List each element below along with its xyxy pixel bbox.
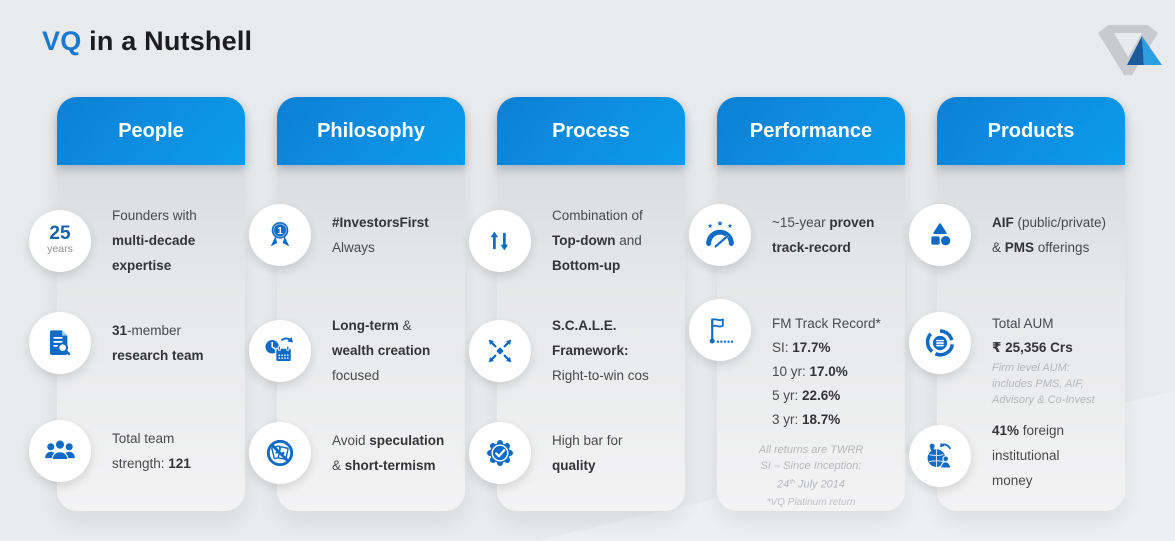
products-row-offerings: AIF (public/private) & PMS offerings bbox=[909, 204, 1121, 266]
performance-trackrecord-text: ~15-year proven track-record bbox=[772, 215, 875, 255]
card-performance-header: Performance bbox=[717, 97, 905, 165]
card-people-header: People bbox=[57, 97, 245, 165]
process-row-combination: Combination of Top-down and Bottom-up bbox=[469, 203, 681, 278]
card-philosophy-header: Philosophy bbox=[277, 97, 465, 165]
philosophy-row-speculation: Avoid speculation & short-termism bbox=[249, 422, 461, 484]
card-philosophy-title: Philosophy bbox=[317, 119, 425, 142]
page-title: VQ in a Nutshell bbox=[42, 26, 252, 57]
people-row-founders: 25 years Founders with multi-decade expert… bbox=[29, 203, 241, 278]
card-products: Products AIF (public/private) & PMS offer… bbox=[909, 97, 1125, 511]
performance-footnote-platinum: *VQ Platinum return bbox=[766, 497, 856, 508]
svg-text:★: ★ bbox=[717, 219, 724, 228]
vq-logo-icon bbox=[1094, 21, 1164, 81]
performance-fm-text: FM Track Record* SI: 17.7% 10 yr: 17.0% 5 y… bbox=[772, 316, 881, 427]
products-aum-note: Firm level AUM: includes PMS, AIF, Advisor… bbox=[992, 362, 1095, 406]
card-philosophy-body: 1 #InvestorsFirst Always bbox=[249, 165, 465, 511]
philosophy-investorsfirst-text: #InvestorsFirst Always bbox=[332, 215, 429, 255]
process-scale-text: S.C.A.L.E. Framework: Right-to-win cos bbox=[552, 318, 649, 383]
columns-container: People 25 years Founders with multi-decad… bbox=[29, 97, 1125, 511]
shapes-icon bbox=[909, 204, 971, 266]
years-badge: 25 years bbox=[29, 209, 91, 272]
people-row-strength: Total team strength: 121 bbox=[29, 420, 241, 482]
card-process-header: Process bbox=[497, 97, 685, 165]
process-row-quality: High bar for quality bbox=[469, 422, 681, 484]
card-products-body: AIF (public/private) & PMS offerings bbox=[909, 165, 1125, 511]
globe-investor-icon bbox=[909, 424, 971, 487]
card-people: People 25 years Founders with multi-decad… bbox=[29, 97, 245, 511]
team-icon bbox=[29, 420, 91, 482]
long-term-icon bbox=[249, 319, 311, 382]
svg-text:★: ★ bbox=[727, 222, 733, 230]
process-combination-text: Combination of Top-down and Bottom-up bbox=[552, 208, 643, 273]
products-aum-text: Total AUM ₹ 25,356 Crs bbox=[992, 316, 1073, 355]
philosophy-speculation-text: Avoid speculation & short-termism bbox=[332, 433, 445, 473]
card-philosophy: Philosophy 1 #InvestorsFirst Always bbox=[249, 97, 465, 511]
performance-footnote: All returns are TWRR SI – Since Inception… bbox=[758, 444, 864, 491]
card-performance: Performance ★ ★ ★ ~15-year proven track-r… bbox=[689, 97, 905, 511]
card-people-title: People bbox=[118, 119, 184, 142]
medal-first-icon: 1 bbox=[249, 204, 311, 266]
card-products-header: Products bbox=[937, 97, 1125, 165]
svg-text:1: 1 bbox=[277, 226, 283, 237]
card-products-title: Products bbox=[987, 119, 1075, 142]
products-foreign-text: 41% foreign institutional money bbox=[992, 423, 1065, 488]
people-research-text: 31-member research team bbox=[112, 323, 204, 363]
svg-text:★: ★ bbox=[707, 222, 713, 230]
process-row-scale: S.C.A.L.E. Framework: Right-to-win cos bbox=[469, 313, 681, 388]
document-search-icon bbox=[29, 312, 91, 374]
gauge-stars-icon: ★ ★ ★ bbox=[689, 204, 751, 266]
no-speculation-icon bbox=[249, 422, 311, 484]
card-performance-body: ★ ★ ★ ~15-year proven track-record bbox=[689, 165, 905, 511]
quality-badge-icon bbox=[469, 422, 531, 484]
card-performance-title: Performance bbox=[749, 119, 873, 142]
scale-expand-icon bbox=[469, 319, 531, 382]
performance-row-trackrecord: ★ ★ ★ ~15-year proven track-record bbox=[689, 204, 901, 266]
card-process: Process Combination of Top-down and Bottom… bbox=[469, 97, 685, 511]
people-row-research: 31-member research team bbox=[29, 312, 241, 374]
top-down-bottom-up-icon bbox=[469, 209, 531, 272]
philosophy-row-longterm: Long-term & wealth creation focused bbox=[249, 313, 461, 388]
philosophy-longterm-text: Long-term & wealth creation focused bbox=[332, 318, 431, 383]
aum-pie-icon bbox=[909, 312, 971, 374]
title-rest: in a Nutshell bbox=[81, 26, 253, 56]
philosophy-row-investorsfirst: 1 #InvestorsFirst Always bbox=[249, 204, 461, 266]
performance-row-fm: FM Track Record* SI: 17.7% 10 yr: 17.0% 5 y… bbox=[689, 299, 901, 432]
brand-vq: VQ bbox=[42, 26, 82, 56]
card-process-title: Process bbox=[552, 119, 630, 142]
products-offerings-text: AIF (public/private) & PMS offerings bbox=[992, 215, 1107, 255]
people-founders-text: Founders with multi-decade expertise bbox=[112, 208, 197, 273]
milestone-flag-icon bbox=[689, 299, 751, 361]
people-strength-text: Total team strength: 121 bbox=[112, 431, 191, 471]
card-people-body: 25 years Founders with multi-decade expert… bbox=[29, 165, 245, 511]
process-quality-text: High bar for quality bbox=[552, 433, 623, 473]
card-process-body: Combination of Top-down and Bottom-up bbox=[469, 165, 685, 511]
products-row-aum: Total AUM ₹ 25,356 Crs Firm level AUM: inc… bbox=[909, 312, 1121, 408]
products-row-foreign: 41% foreign institutional money bbox=[909, 418, 1121, 493]
